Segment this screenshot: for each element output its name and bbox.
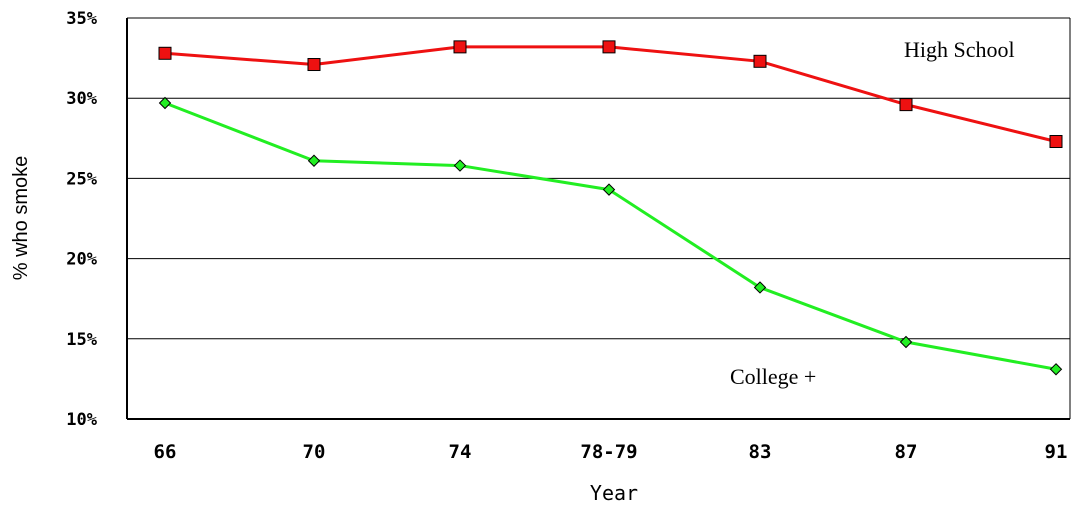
x-tick-label-91: 91 bbox=[1045, 441, 1068, 463]
series-line-college bbox=[164, 101, 1057, 371]
point-college-74 bbox=[453, 159, 467, 172]
y-tick-label-20: 20% bbox=[66, 250, 97, 270]
point-high-school-70 bbox=[307, 58, 321, 72]
y-tick-label-10: 10% bbox=[66, 410, 97, 430]
point-high-school-66 bbox=[158, 46, 172, 60]
x-tick-label-78-79: 78-79 bbox=[580, 441, 637, 463]
y-tick-labels: 10% 15% 20% 25% 30% 35% bbox=[66, 9, 97, 430]
x-tick-label-66: 66 bbox=[154, 441, 177, 463]
x-tick-labels: 66 70 74 78-79 83 87 91 bbox=[154, 441, 1068, 463]
x-tick-label-74: 74 bbox=[449, 441, 472, 463]
grid-lines bbox=[127, 97, 1070, 340]
point-high-school-83 bbox=[753, 54, 767, 68]
point-college-91 bbox=[1049, 363, 1063, 376]
y-tick-label-30: 30% bbox=[66, 89, 97, 109]
y-tick-label-35: 35% bbox=[66, 9, 97, 29]
annotation-college: College + bbox=[730, 364, 816, 389]
point-college-87 bbox=[899, 335, 913, 349]
point-college-83 bbox=[753, 281, 767, 294]
point-high-school-91 bbox=[1049, 135, 1063, 149]
x-tick-label-87: 87 bbox=[895, 441, 918, 463]
y-tick-label-25: 25% bbox=[66, 169, 97, 189]
point-high-school-78-79 bbox=[602, 40, 616, 54]
point-college-70 bbox=[307, 154, 321, 167]
point-high-school-74 bbox=[453, 40, 467, 54]
axes bbox=[126, 17, 1071, 420]
x-tick-label-70: 70 bbox=[303, 441, 326, 463]
x-tick-label-83: 83 bbox=[749, 441, 772, 463]
x-axis-label: Year bbox=[590, 481, 638, 505]
annotation-high-school: High School bbox=[904, 37, 1015, 62]
y-tick-label-15: 15% bbox=[66, 330, 97, 350]
series bbox=[158, 40, 1063, 376]
point-high-school-87 bbox=[899, 98, 913, 112]
y-axis-label: % who smoke bbox=[10, 156, 32, 281]
point-college-66 bbox=[158, 96, 172, 110]
point-college-78-79 bbox=[602, 183, 616, 196]
